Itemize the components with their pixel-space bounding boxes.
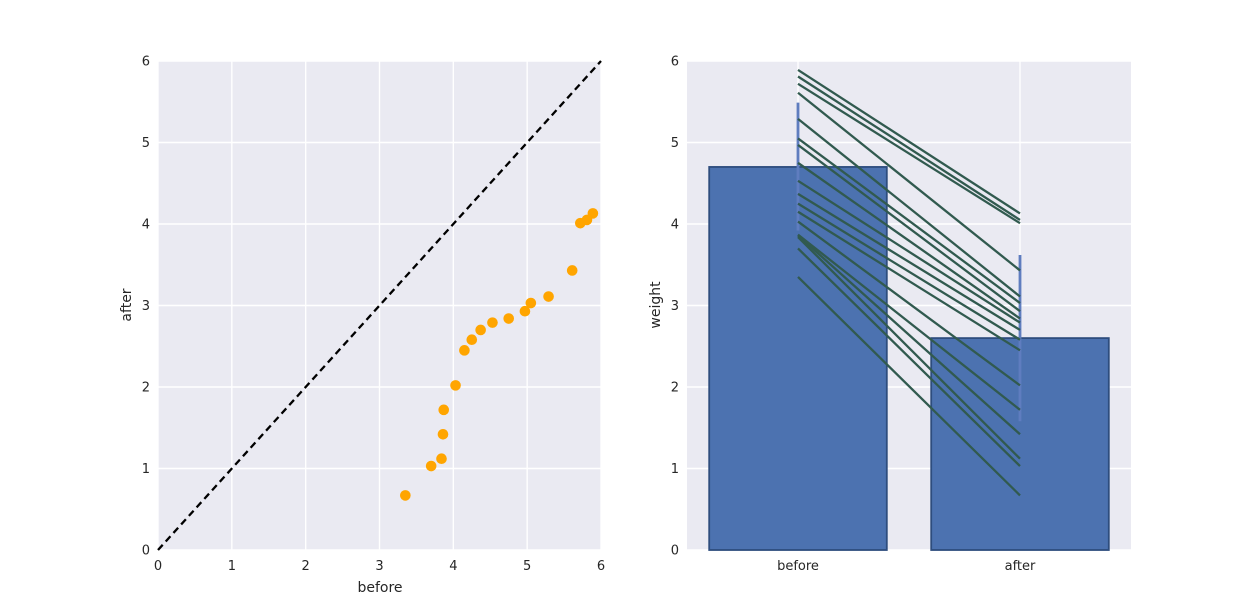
pair-line: [797, 137, 1021, 304]
x-tick-label: 5: [523, 559, 531, 574]
category-tick-label: after: [1005, 559, 1036, 574]
y-tick-label: 4: [671, 218, 679, 233]
scatter-point: [543, 291, 554, 302]
category-tick-label: before: [777, 559, 819, 574]
x-tick-label: 4: [449, 559, 457, 574]
pair-line: [797, 91, 1021, 272]
y-tick-label: 0: [142, 544, 150, 559]
pair-line: [797, 210, 1021, 352]
pair-line: [797, 220, 1021, 387]
scatter-point: [503, 313, 515, 324]
y-tick-label: 1: [142, 462, 150, 477]
scatter-point: [466, 334, 478, 346]
x-tick-label: 2: [302, 559, 310, 574]
y-tick-label: 2: [142, 381, 150, 396]
y-tick-label: 5: [671, 136, 679, 151]
pair-line: [797, 161, 1021, 320]
scatter-point: [487, 317, 498, 328]
scatter-point: [587, 208, 599, 219]
y-tick-label: 3: [671, 299, 679, 314]
left-x-axis-label: before: [357, 580, 403, 596]
y-tick-label: 3: [142, 299, 150, 314]
scatter-point: [566, 265, 578, 276]
x-tick-label: 0: [154, 559, 162, 574]
y-tick-label: 5: [142, 136, 150, 151]
scatter-point: [436, 453, 447, 465]
pair-line: [797, 82, 1021, 225]
y-tick-label: 6: [142, 55, 150, 70]
pair-line: [797, 179, 1021, 324]
scatter-point: [475, 324, 486, 336]
pair-line: [797, 75, 1021, 221]
scatter-point: [400, 490, 411, 501]
left-y-axis-label: after: [119, 288, 135, 322]
y-tick-label: 1: [671, 462, 679, 477]
right-y-axis-label: weight: [648, 281, 664, 329]
identity-line: [157, 60, 602, 551]
scatter-point: [438, 404, 450, 416]
scatter-point: [525, 297, 537, 309]
y-tick-label: 6: [671, 55, 679, 70]
pair-line: [797, 276, 1021, 497]
pair-line: [797, 68, 1021, 215]
y-tick-label: 2: [671, 381, 679, 396]
pair-line: [797, 144, 1021, 313]
scatter-point: [437, 428, 449, 440]
x-tick-label: 3: [375, 559, 383, 574]
pair-line: [797, 236, 1021, 460]
pair-line: [797, 247, 1021, 467]
scatter-point: [519, 305, 531, 317]
x-tick-label: 1: [228, 559, 236, 574]
y-tick-label: 0: [671, 544, 679, 559]
scatter-point: [459, 345, 470, 356]
scatter-point: [425, 460, 437, 472]
x-tick-label: 6: [597, 559, 605, 574]
scatter-point: [450, 380, 461, 391]
y-tick-label: 4: [142, 218, 150, 233]
pair-line: [797, 233, 1021, 411]
pair-line: [797, 117, 1021, 298]
pair-line: [797, 192, 1021, 331]
pair-line: [797, 234, 1021, 436]
pair-line: [797, 202, 1021, 341]
